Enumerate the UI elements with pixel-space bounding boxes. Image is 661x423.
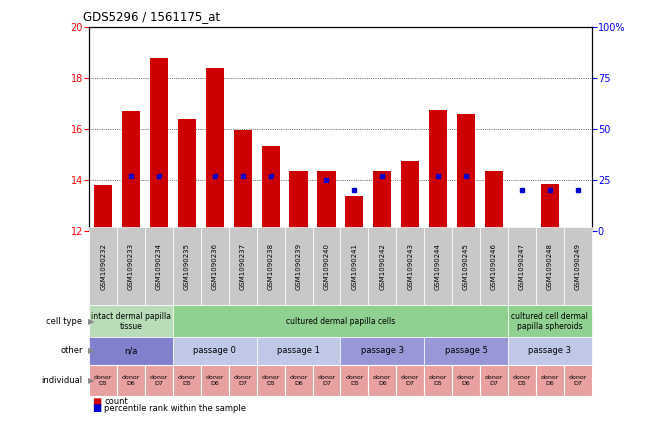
Bar: [401, 161, 419, 231]
Text: ▶: ▶: [88, 317, 95, 326]
Bar: [513, 228, 531, 231]
Text: GSM1090240: GSM1090240: [323, 243, 329, 290]
Text: GSM1090248: GSM1090248: [547, 243, 553, 290]
Text: donor
D5: donor D5: [345, 375, 364, 386]
Text: GSM1090236: GSM1090236: [212, 243, 218, 290]
Text: ■: ■: [93, 403, 102, 413]
Bar: [429, 110, 447, 231]
Text: cultured dermal papilla cells: cultured dermal papilla cells: [286, 317, 395, 326]
Text: passage 1: passage 1: [277, 346, 320, 355]
Text: donor
D5: donor D5: [262, 375, 280, 386]
Bar: [345, 196, 364, 231]
Text: count: count: [104, 397, 128, 407]
Text: GSM1090244: GSM1090244: [435, 243, 441, 290]
Text: GSM1090245: GSM1090245: [463, 243, 469, 290]
Text: intact dermal papilla
tissue: intact dermal papilla tissue: [91, 312, 171, 331]
Text: donor
D6: donor D6: [206, 375, 224, 386]
Text: donor
D7: donor D7: [233, 375, 252, 386]
Bar: [262, 146, 280, 231]
Text: GSM1090249: GSM1090249: [574, 243, 580, 290]
Text: GSM1090247: GSM1090247: [519, 243, 525, 290]
Text: donor
D6: donor D6: [373, 375, 391, 386]
Text: n/a: n/a: [124, 346, 137, 355]
Text: percentile rank within the sample: percentile rank within the sample: [104, 404, 247, 413]
Text: GSM1090242: GSM1090242: [379, 243, 385, 290]
Text: GSM1090239: GSM1090239: [295, 243, 301, 290]
Text: GSM1090233: GSM1090233: [128, 243, 134, 290]
Text: GSM1090243: GSM1090243: [407, 243, 413, 290]
Text: other: other: [60, 346, 83, 355]
Text: donor
D7: donor D7: [150, 375, 168, 386]
Text: GSM1090237: GSM1090237: [240, 243, 246, 290]
Bar: [206, 68, 224, 231]
Text: passage 5: passage 5: [445, 346, 487, 355]
Text: cell type: cell type: [46, 317, 83, 326]
Text: cultured cell dermal
papilla spheroids: cultured cell dermal papilla spheroids: [512, 312, 588, 331]
Text: donor
D5: donor D5: [429, 375, 447, 386]
Text: donor
D7: donor D7: [485, 375, 503, 386]
Text: donor
D7: donor D7: [401, 375, 419, 386]
Text: GSM1090235: GSM1090235: [184, 243, 190, 290]
Bar: [457, 114, 475, 231]
Text: GSM1090232: GSM1090232: [100, 243, 106, 290]
Bar: [541, 184, 559, 231]
Bar: [94, 185, 112, 231]
Text: passage 3: passage 3: [528, 346, 571, 355]
Bar: [485, 171, 503, 231]
Text: ■: ■: [93, 397, 102, 407]
Text: donor
D6: donor D6: [290, 375, 308, 386]
Bar: [234, 130, 252, 231]
Text: donor
D5: donor D5: [94, 375, 112, 386]
Bar: [122, 111, 140, 231]
Text: GSM1090234: GSM1090234: [156, 243, 162, 290]
Text: passage 0: passage 0: [194, 346, 236, 355]
Bar: [290, 171, 307, 231]
Text: ▶: ▶: [88, 376, 95, 385]
Text: donor
D7: donor D7: [317, 375, 336, 386]
Text: donor
D5: donor D5: [178, 375, 196, 386]
Bar: [373, 171, 391, 231]
Bar: [178, 119, 196, 231]
Text: GSM1090241: GSM1090241: [352, 243, 358, 290]
Bar: [317, 171, 336, 231]
Text: individual: individual: [42, 376, 83, 385]
Text: donor
D5: donor D5: [513, 375, 531, 386]
Bar: [568, 228, 587, 231]
Text: donor
D7: donor D7: [568, 375, 587, 386]
Text: GSM1090246: GSM1090246: [491, 243, 497, 290]
Text: passage 3: passage 3: [361, 346, 404, 355]
Text: donor
D6: donor D6: [122, 375, 140, 386]
Text: ▶: ▶: [88, 346, 95, 355]
Text: donor
D6: donor D6: [457, 375, 475, 386]
Text: GSM1090238: GSM1090238: [268, 243, 274, 290]
Text: donor
D6: donor D6: [541, 375, 559, 386]
Text: GDS5296 / 1561175_at: GDS5296 / 1561175_at: [83, 10, 219, 23]
Bar: [150, 58, 168, 231]
